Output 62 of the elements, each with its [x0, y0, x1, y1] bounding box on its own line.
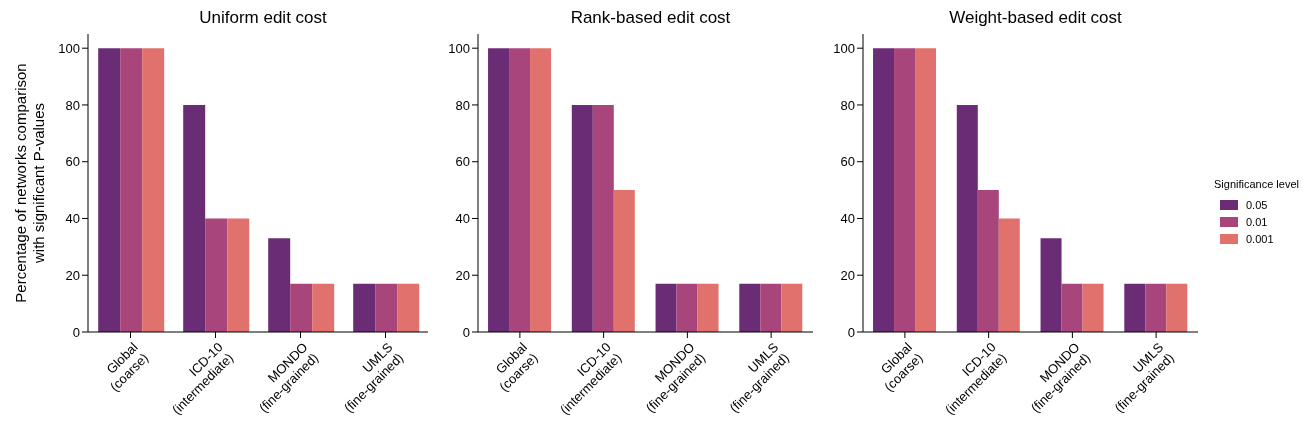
bar [120, 48, 143, 332]
bar [977, 190, 999, 332]
bar [312, 283, 335, 332]
legend-label: 0.01 [1246, 215, 1268, 228]
bar [1145, 283, 1167, 332]
bar [592, 104, 614, 332]
bar [998, 218, 1020, 332]
bar [697, 283, 719, 332]
bar [873, 48, 895, 332]
y-tick-label: 100 [448, 40, 470, 56]
bar [571, 104, 593, 332]
bar [353, 283, 376, 332]
chart-title: Weight-based edit cost [948, 8, 1123, 29]
y-tick-label: 0 [847, 324, 855, 340]
bar [375, 283, 398, 332]
bar [530, 48, 552, 332]
bar [98, 48, 121, 332]
y-tick-label: 40 [65, 211, 80, 227]
y-tick-label: 100 [58, 40, 80, 56]
chart-title: Rank-based edit cost [569, 8, 732, 29]
y-tick-label: 60 [65, 154, 80, 170]
legend-label: 0.05 [1246, 198, 1268, 211]
legend-label: 0.001 [1246, 232, 1274, 245]
y-tick-label: 20 [65, 267, 80, 283]
bar [956, 104, 978, 332]
y-tick-label: 0 [462, 324, 470, 340]
y-tick-label: 100 [833, 40, 855, 56]
y-tick-label: 60 [455, 154, 470, 170]
bar [781, 283, 803, 332]
legend-title: Significance level [1214, 178, 1299, 190]
y-tick-label: 80 [455, 97, 470, 113]
bar [1040, 238, 1062, 332]
bar [915, 48, 937, 332]
bar [205, 218, 228, 332]
y-tick-label: 60 [840, 154, 855, 170]
bar [488, 48, 510, 332]
y-tick-label: 80 [65, 97, 80, 113]
bar [655, 283, 677, 332]
bar [509, 48, 531, 332]
chart-title: Uniform edit cost [198, 8, 328, 29]
bar [676, 283, 698, 332]
bar [894, 48, 916, 332]
bar [1166, 283, 1188, 332]
bar [142, 48, 165, 332]
y-tick-label: 40 [455, 211, 470, 227]
bar [1124, 283, 1146, 332]
bar [227, 218, 250, 332]
y-tick-label: 80 [840, 97, 855, 113]
bar [739, 283, 761, 332]
bar [268, 238, 291, 332]
bar [760, 283, 782, 332]
bar [183, 104, 206, 332]
bar [1082, 283, 1104, 332]
y-tick-label: 40 [840, 211, 855, 227]
y-tick-label: 20 [455, 267, 470, 283]
bar [397, 283, 420, 332]
y-axis-title: Percentage of networks comparison with significant P-values [12, 63, 47, 303]
bar [613, 190, 635, 332]
y-tick-label: 0 [72, 324, 80, 340]
bar [290, 283, 313, 332]
y-tick-label: 20 [840, 267, 855, 283]
bar [1061, 283, 1083, 332]
